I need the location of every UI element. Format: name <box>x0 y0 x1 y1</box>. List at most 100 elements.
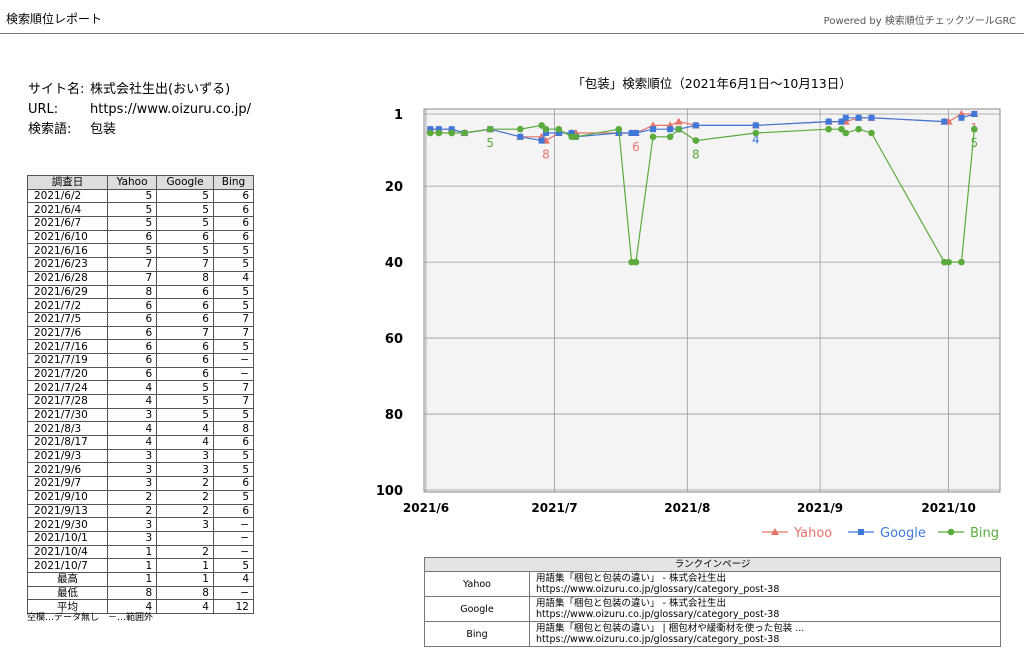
legend-marker <box>947 528 955 536</box>
data-point <box>692 122 699 129</box>
summary-label: 最低 <box>27 585 108 601</box>
data-row: 2021/9/30 3 3− <box>27 517 255 532</box>
data-point <box>842 114 849 121</box>
data-label: 6 <box>632 140 640 154</box>
landing-row: Google 用語集「梱包と包装の違い」 - 株式会社生出 https://www.… <box>424 596 1001 622</box>
data-point <box>650 126 657 133</box>
landing-row: Yahoo 用語集「梱包と包装の違い」 - 株式会社生出 https://www.o… <box>424 571 1001 597</box>
data-row: 2021/6/10 6 6 6 <box>27 229 255 245</box>
data-point <box>632 258 640 266</box>
summary-cell: 4 <box>212 571 255 587</box>
legend-marker <box>858 529 864 535</box>
data-row: 2021/7/19 6 6− <box>27 352 255 368</box>
engine-name: Google <box>424 596 530 622</box>
data-row: 2021/9/6 3 3 5 <box>27 462 255 478</box>
legend-marker <box>771 528 779 535</box>
data-point <box>435 126 442 133</box>
header-rule <box>0 33 1024 34</box>
engine-name: Yahoo <box>424 571 530 597</box>
data-point <box>427 126 434 133</box>
x-tick-label: 2021/9 <box>797 501 843 515</box>
y-tick-label: 1 <box>394 108 403 123</box>
data-point <box>542 129 549 136</box>
chart: 「包装」検索順位（2021年6月1日～10月13日） 1204060801002… <box>376 76 1001 541</box>
data-point <box>674 117 683 125</box>
y-tick-label: 80 <box>385 408 403 423</box>
x-tick-label: 2021/10 <box>921 501 975 515</box>
data-point <box>868 129 875 137</box>
report-title: 検索順位レポート <box>6 12 103 26</box>
data-point <box>628 129 635 136</box>
data-point <box>486 125 494 133</box>
info-label: 検索語: <box>28 122 72 137</box>
data-point <box>842 129 850 137</box>
data-row: 2021/6/29 8 6 5 <box>27 284 255 300</box>
summary-row: 最高 1 1 4 <box>27 571 255 587</box>
summary-row: 平均 4 4 12 <box>27 599 255 614</box>
data-point <box>825 125 832 133</box>
landing-row: Bing 用語集「梱包と包装の違い」 | 梱包材や緩衝材を使った包装 ... htt… <box>424 621 1001 647</box>
data-point <box>970 125 978 133</box>
footnote: 空欄…データ無し －…範囲外 <box>27 613 154 623</box>
data-point <box>538 137 545 144</box>
data-point <box>666 133 674 141</box>
info-label: URL: <box>28 102 59 117</box>
data-point <box>615 125 623 133</box>
data-row: 2021/7/2 6 6 5 <box>27 298 255 313</box>
column-header: Bing <box>212 175 255 190</box>
data-point <box>555 129 562 136</box>
x-tick-label: 2021/6 <box>403 501 449 515</box>
data-point <box>971 111 978 117</box>
summary-label: 最高 <box>27 571 108 587</box>
data-point <box>426 129 434 137</box>
page-title: 用語集「梱包と包装の違い」 - 株式会社生出 <box>536 598 726 609</box>
data-point <box>855 125 862 133</box>
engine-name: Bing <box>424 621 530 647</box>
page-title: 用語集「梱包と包装の違い」 | 梱包材や緩衝材を使った包装 ... <box>536 623 805 634</box>
column-header: 調査日 <box>27 175 108 190</box>
column-header: Yahoo <box>106 175 158 190</box>
data-row: 2021/7/6 6 7 7 <box>27 325 255 341</box>
page-title: 用語集「梱包と包装の違い」 - 株式会社生出 <box>536 573 726 584</box>
site-info: サイト名: 株式会社生出(おいずる) URL: https://www.oizuru.… <box>28 80 251 140</box>
data-point <box>649 133 657 141</box>
landing-page: 用語集「梱包と包装の違い」 | 梱包材や緩衝材を使った包装 ... https:/… <box>529 621 1001 647</box>
info-row: 検索語: 包装 <box>28 120 251 140</box>
data-label: 5 <box>486 136 494 150</box>
data-row: 2021/9/10 2 2 5 <box>27 489 255 505</box>
summary-cell: 4 <box>156 599 214 614</box>
data-point <box>838 118 845 125</box>
summary-cell: 8 <box>156 585 214 601</box>
data-point <box>516 125 524 133</box>
info-row: サイト名: 株式会社生出(おいずる) <box>28 80 251 100</box>
data-row: 2021/6/7 5 5 6 <box>27 216 255 231</box>
x-tick-label: 2021/7 <box>531 501 577 515</box>
data-point <box>555 125 563 133</box>
landing-table: ランクインページ Yahoo 用語集「梱包と包装の違い」 - 株式会社生出 https… <box>424 557 1001 647</box>
data-row: 2021/7/28 4 5 7 <box>27 394 255 409</box>
data-point <box>448 129 456 137</box>
data-row: 2021/6/16 5 5 5 <box>27 243 255 259</box>
chart-title: 「包装」検索順位（2021年6月1日～10月13日） <box>572 76 852 91</box>
page-url: https://www.oizuru.co.jp/glossary/catego… <box>536 584 780 595</box>
data-point <box>435 129 443 137</box>
data-label: 5 <box>970 136 978 150</box>
data-point <box>752 122 759 129</box>
legend-label: Yahoo <box>793 526 832 541</box>
data-point <box>675 125 683 133</box>
data-point <box>855 114 862 121</box>
summary-row: 最低 8 8− <box>27 585 255 601</box>
rank-table: 調査日 Yahoo Google Bing 2021/6/2 5 5 6 2021/6/4 5 5 6… <box>27 175 255 614</box>
rank-cell: 3 <box>106 517 158 532</box>
info-value: 株式会社生出(おいずる) <box>90 82 231 97</box>
summary-cell: 1 <box>156 571 214 587</box>
data-point <box>752 129 760 137</box>
rank-cell: 6 <box>212 476 255 491</box>
data-row: 2021/6/4 5 5 6 <box>27 202 255 218</box>
data-point <box>517 133 524 140</box>
data-row: 2021/7/24 4 5 7 <box>27 380 255 395</box>
data-point <box>958 114 965 121</box>
data-point <box>538 122 545 129</box>
data-point <box>958 258 965 266</box>
info-value: 包装 <box>90 122 117 137</box>
